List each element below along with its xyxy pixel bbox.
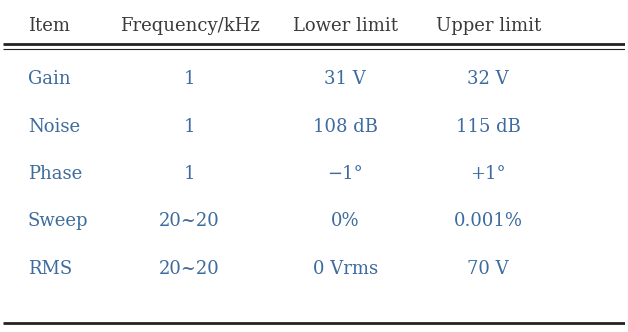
Text: 0%: 0% xyxy=(331,212,359,230)
Text: Noise: Noise xyxy=(28,118,80,136)
Text: 1: 1 xyxy=(184,70,195,89)
Text: 32 V: 32 V xyxy=(467,70,509,89)
Text: Item: Item xyxy=(28,17,70,35)
Text: 20~20: 20~20 xyxy=(159,212,220,230)
Text: Gain: Gain xyxy=(28,70,70,89)
Text: +1°: +1° xyxy=(470,165,506,183)
Text: 108 dB: 108 dB xyxy=(313,118,377,136)
Text: Lower limit: Lower limit xyxy=(293,17,398,35)
Text: Sweep: Sweep xyxy=(28,212,88,230)
Text: 0.001%: 0.001% xyxy=(454,212,522,230)
Text: 115 dB: 115 dB xyxy=(456,118,521,136)
Text: 20~20: 20~20 xyxy=(159,260,220,278)
Text: Frequency/kHz: Frequency/kHz xyxy=(119,17,259,35)
Text: 1: 1 xyxy=(184,118,195,136)
Text: −1°: −1° xyxy=(327,165,363,183)
Text: RMS: RMS xyxy=(28,260,72,278)
Text: 0 Vrms: 0 Vrms xyxy=(313,260,377,278)
Text: Upper limit: Upper limit xyxy=(436,17,541,35)
Text: 70 V: 70 V xyxy=(467,260,509,278)
Text: Phase: Phase xyxy=(28,165,82,183)
Text: 1: 1 xyxy=(184,165,195,183)
Text: 31 V: 31 V xyxy=(324,70,366,89)
